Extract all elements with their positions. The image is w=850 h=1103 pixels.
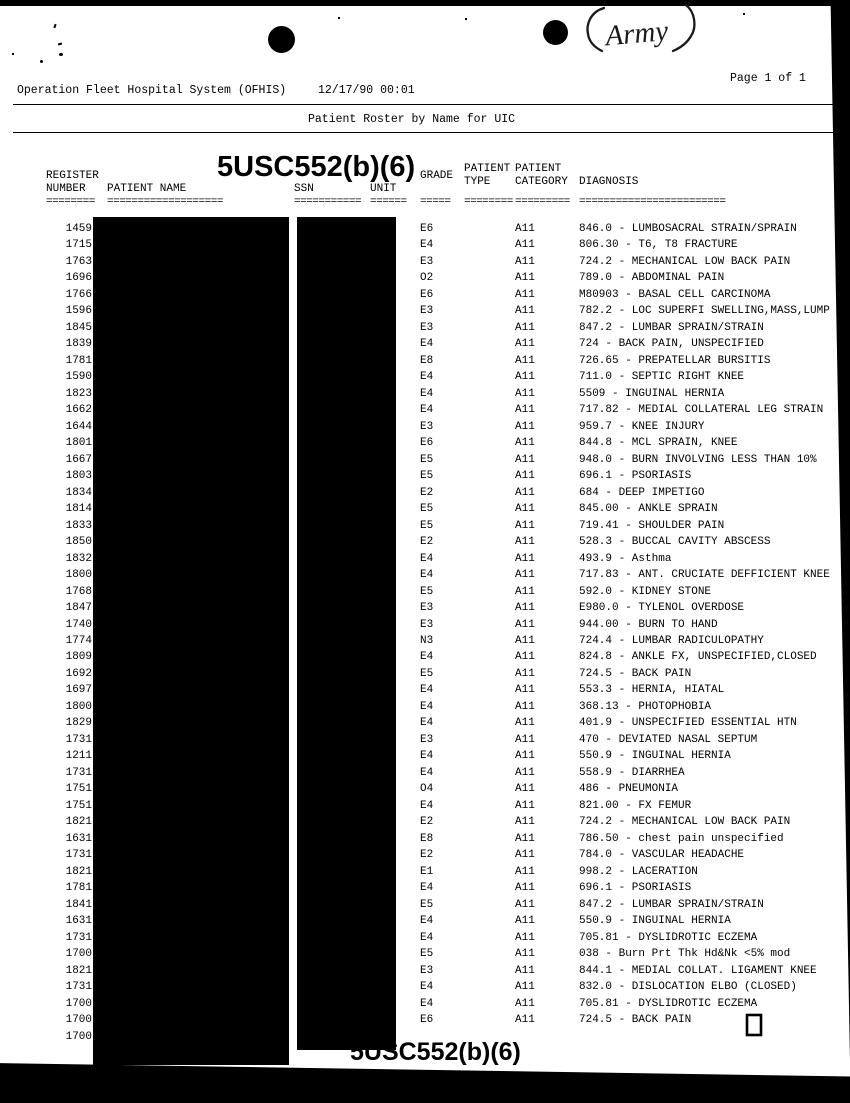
svg-text:Army: Army bbox=[602, 15, 669, 53]
